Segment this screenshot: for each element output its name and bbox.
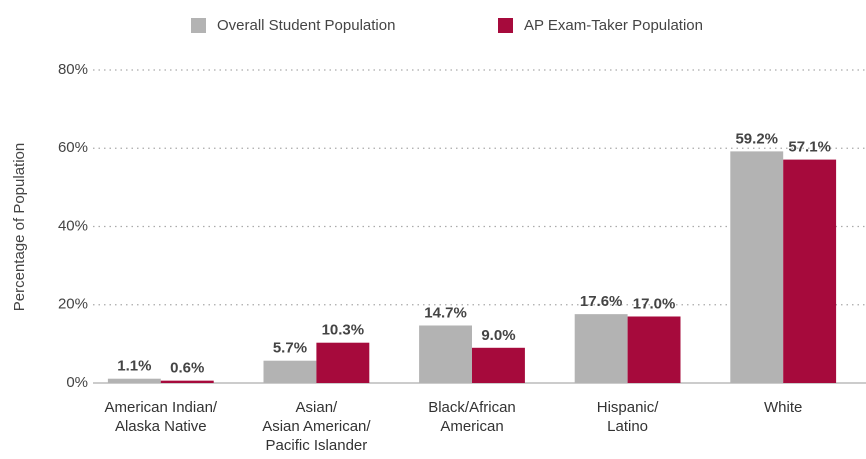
x-tick-label: Hispanic/ Latino <box>596 399 659 435</box>
bar <box>419 325 472 383</box>
bar <box>160 380 214 383</box>
bar <box>574 314 628 383</box>
value-label: 17.0% <box>633 295 676 312</box>
value-label: 9.0% <box>481 327 515 344</box>
value-label: 1.1% <box>117 358 151 375</box>
bar <box>730 151 784 383</box>
bar <box>783 159 837 383</box>
legend-label: Overall Student Population <box>217 17 395 34</box>
y-tick-label: 60% <box>58 139 88 156</box>
x-tick-label: American Indian/ Alaska Native <box>104 399 218 435</box>
y-tick-label: 0% <box>66 374 88 391</box>
y-tick-label: 40% <box>58 217 88 234</box>
value-label: 14.7% <box>424 304 467 321</box>
y-tick-label: 80% <box>58 61 88 78</box>
bar <box>627 316 681 383</box>
value-label: 57.1% <box>788 139 831 156</box>
value-label: 0.6% <box>170 360 204 377</box>
x-tick-label: Black/African American <box>428 399 516 435</box>
value-label: 59.2% <box>735 130 778 147</box>
value-label: 5.7% <box>273 340 307 357</box>
legend-swatch <box>191 18 206 33</box>
bar <box>316 342 370 383</box>
value-label: 10.3% <box>322 322 365 339</box>
bar <box>472 347 525 383</box>
bar <box>107 378 161 383</box>
y-tick-label: 20% <box>58 296 88 313</box>
value-label: 17.6% <box>580 293 623 310</box>
x-tick-label: Asian/ Asian American/ Pacific Islander <box>262 399 371 454</box>
legend-label: AP Exam-Taker Population <box>524 17 703 34</box>
x-tick-label: White <box>764 399 803 416</box>
bar <box>263 360 317 383</box>
y-axis-label: Percentage of Population <box>11 143 28 311</box>
legend-swatch <box>498 18 513 33</box>
